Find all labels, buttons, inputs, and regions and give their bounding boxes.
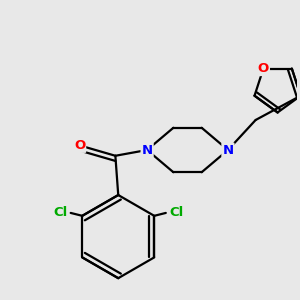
Text: Cl: Cl (53, 206, 68, 219)
Text: N: N (222, 143, 233, 157)
Text: Cl: Cl (169, 206, 183, 219)
Text: O: O (258, 62, 269, 75)
Text: N: N (142, 143, 153, 157)
Text: O: O (74, 139, 85, 152)
